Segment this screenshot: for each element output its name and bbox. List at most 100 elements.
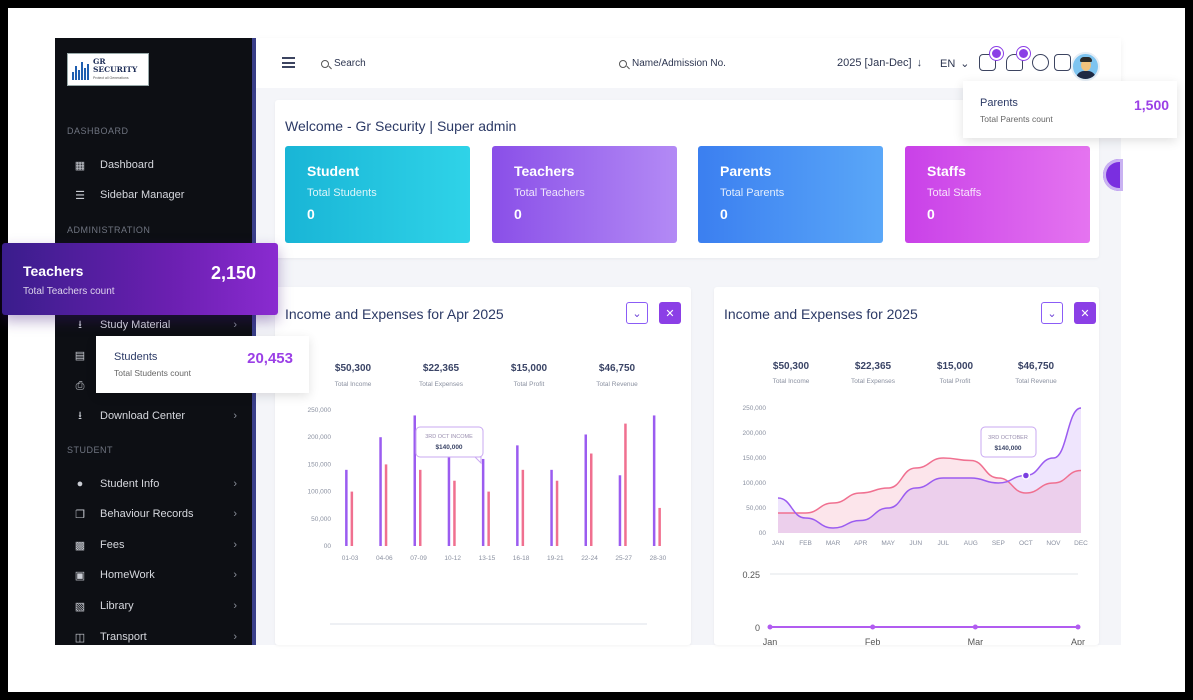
sidebar-item-behaviour-records[interactable]: ❐ Behaviour Records ›: [73, 504, 237, 524]
y-tick-label: 00: [759, 530, 767, 537]
session-selector[interactable]: 2025 [Jan-Dec] ↓: [837, 57, 923, 69]
sidebar-item-student-info[interactable]: ● Student Info ›: [73, 474, 237, 494]
x-tick-label: FEB: [799, 540, 812, 547]
notification-badge: [990, 47, 1003, 60]
chevron-down-icon: ⌄: [960, 58, 970, 70]
summary-value: $46,750: [1018, 361, 1055, 372]
data-point: [767, 624, 773, 630]
library-icon: ▧: [74, 600, 86, 613]
sidebar-item-sidebar-manager[interactable]: ☰ Sidebar Manager: [73, 185, 237, 205]
close-icon: ✕: [665, 307, 675, 320]
summary-value: $46,750: [599, 363, 636, 374]
stat-card-teachers[interactable]: Teachers Total Teachers 0: [492, 146, 677, 243]
search-icon: [619, 59, 627, 68]
x-tick-label: AUG: [964, 540, 978, 547]
parents-count-card[interactable]: Parents Total Parents count 1,500: [963, 81, 1177, 138]
stat-card-student[interactable]: Student Total Students 0: [285, 146, 470, 243]
bar-income: [447, 450, 451, 546]
bar-chart-icon[interactable]: [1054, 54, 1071, 71]
summary-label: Total Income: [773, 378, 810, 385]
collapse-button[interactable]: ⌄: [1041, 302, 1063, 324]
y-tick-label: 200,000: [308, 434, 332, 441]
id-card-icon: ▤: [74, 349, 86, 362]
x-tick-label: 19-21: [547, 555, 564, 562]
money-icon: ▩: [74, 539, 86, 552]
bar-expense: [453, 480, 456, 546]
tooltip-box: [980, 426, 1037, 458]
y-tick-label: 00: [324, 543, 332, 550]
settings-toggle[interactable]: [1103, 159, 1123, 191]
sidebar-item-id-card[interactable]: ▤: [73, 345, 237, 365]
bar-expense: [384, 464, 388, 546]
y-tick-label: 250,000: [743, 405, 767, 412]
sidebar-item-download-center[interactable]: ⭳ Download Center ›: [73, 406, 237, 426]
summary-label: Total Profit: [514, 381, 545, 388]
close-button[interactable]: ✕: [659, 302, 681, 324]
x-tick-label: OCT: [1019, 540, 1033, 547]
download-icon: ⭳: [78, 318, 82, 331]
bar-income: [481, 458, 485, 546]
sidebar-item-library[interactable]: ▧ Library ›: [74, 600, 237, 613]
summary-value: $50,300: [773, 361, 810, 372]
chevron-right-icon: ›: [233, 539, 237, 551]
summary-value: $15,000: [511, 363, 548, 374]
bar-income: [516, 445, 519, 546]
bar-income: [379, 437, 382, 546]
collapse-button[interactable]: ⌄: [626, 302, 648, 324]
tooltip-value: $140,000: [994, 445, 1021, 452]
close-button[interactable]: ✕: [1074, 302, 1096, 324]
logo-text: GR SECURITY Protect all Generations: [93, 56, 138, 80]
sidebar-item-study-material[interactable]: ⭳ Study Material ›: [73, 315, 237, 335]
search-button[interactable]: Search: [321, 58, 366, 69]
language-selector[interactable]: EN ⌄: [940, 57, 970, 71]
chevron-right-icon: ›: [233, 410, 237, 422]
teachers-count-card[interactable]: Teachers Total Teachers count 2,150: [2, 243, 278, 315]
avatar[interactable]: [1071, 52, 1100, 81]
summary-label: Total Profit: [940, 378, 971, 385]
stat-card-parents[interactable]: Parents Total Parents 0: [698, 146, 883, 243]
summary-label: Total Revenue: [596, 381, 638, 388]
bus-icon: ◫: [74, 631, 86, 644]
sidebar-item-transport[interactable]: ◫ Transport ›: [74, 631, 237, 644]
sidebar-item-print[interactable]: ⎙: [73, 376, 237, 396]
data-point: [1075, 624, 1081, 630]
bar-expense: [521, 469, 525, 546]
printer-icon: ⎙: [75, 379, 85, 392]
x-tick-label: 04-06: [376, 555, 393, 562]
notification-badge: [1017, 47, 1030, 60]
y-tick-label: 150,000: [308, 461, 332, 468]
admission-search-input[interactable]: Name/Admission No.: [619, 58, 726, 69]
bar-expense: [350, 491, 354, 546]
summary-label: Total Income: [335, 381, 372, 388]
tooltip-label: 3RD OCTOBER: [988, 435, 1028, 441]
chevron-right-icon: ›: [233, 569, 237, 581]
chevron-down-icon: ⌄: [1047, 307, 1057, 320]
page-title: Welcome - Gr Security | Super admin: [285, 118, 517, 134]
x-tick-label: Jan: [763, 637, 778, 645]
bell-icon[interactable]: [1006, 47, 1030, 71]
summary-value: $50,300: [335, 363, 372, 374]
y-tick-label: 100,000: [743, 480, 767, 487]
summary-label: Total Expenses: [851, 378, 896, 385]
y-tick-label: 250,000: [308, 407, 332, 414]
list-icon: ☰: [75, 189, 85, 202]
students-count-card[interactable]: Students Total Students count 20,453: [96, 336, 309, 393]
x-tick-label: 10-12: [444, 555, 461, 562]
stat-card-staffs[interactable]: Staffs Total Staffs 0: [905, 146, 1090, 243]
sidebar-item-fees[interactable]: ▩ Fees ›: [74, 539, 237, 552]
bar-income: [550, 469, 553, 546]
download-icon: ⭳: [78, 409, 82, 422]
x-tick-label: 28-30: [650, 555, 667, 562]
y-tick-label: 200,000: [743, 430, 767, 437]
x-tick-label: Feb: [865, 637, 881, 645]
x-tick-label: MAY: [881, 540, 895, 547]
sidebar-item-homework[interactable]: ▣ HomeWork ›: [74, 569, 237, 582]
line-expense: [778, 457, 1082, 514]
x-tick-label: SEP: [992, 540, 1005, 547]
sidebar-item-dashboard[interactable]: ▦ Dashboard: [74, 159, 154, 172]
logo[interactable]: GR SECURITY Protect all Generations: [67, 53, 149, 86]
globe-icon[interactable]: [1032, 54, 1049, 71]
hamburger-menu-icon[interactable]: [282, 57, 295, 68]
tooltip-label: 3RD OCT INCOME: [425, 434, 473, 440]
chat-icon[interactable]: [979, 47, 1003, 71]
